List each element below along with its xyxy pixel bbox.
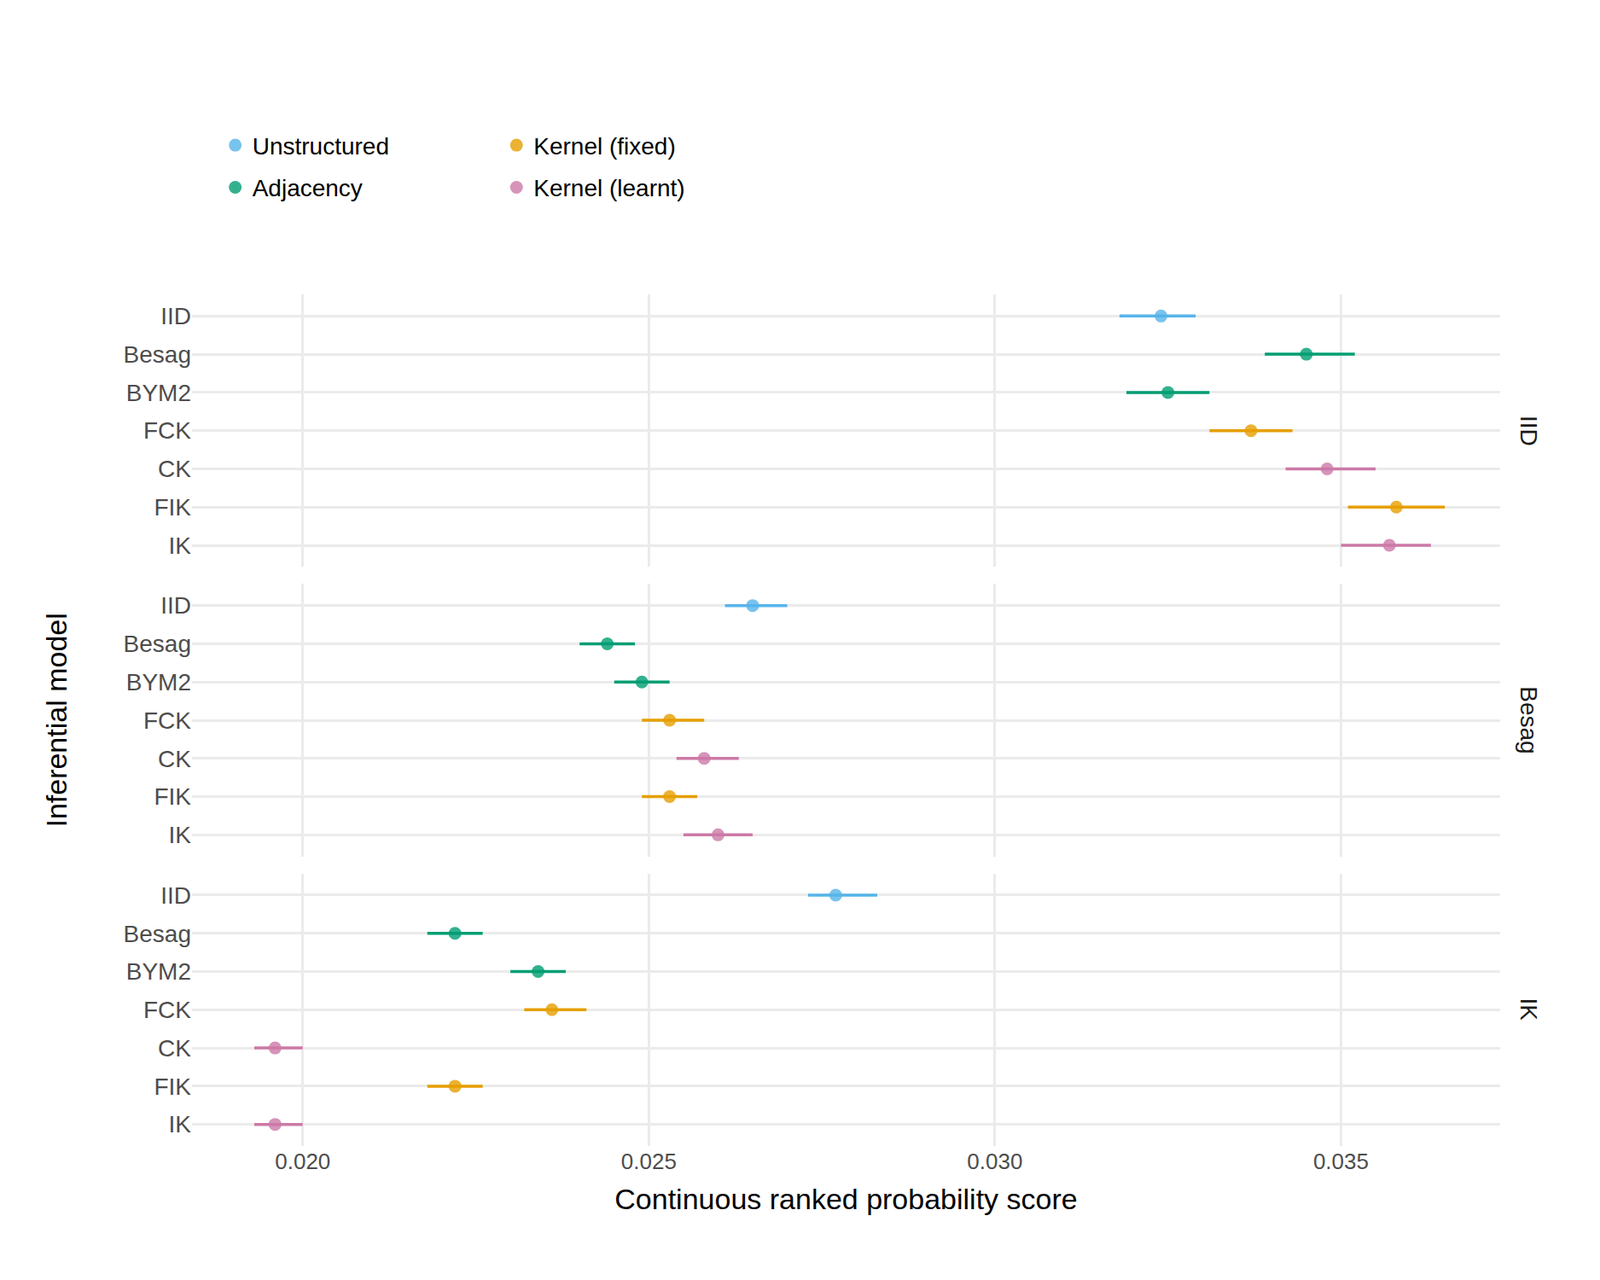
svg-text:IID: IID: [1515, 415, 1542, 447]
svg-text:CK: CK: [157, 1035, 192, 1062]
svg-text:BYM2: BYM2: [126, 958, 192, 985]
svg-text:Besag: Besag: [123, 920, 192, 948]
svg-text:IK: IK: [168, 532, 192, 559]
svg-text:Continuous ranked probability: Continuous ranked probability score: [614, 1182, 1077, 1216]
svg-text:Adjacency: Adjacency: [252, 174, 363, 202]
svg-text:Kernel (learnt): Kernel (learnt): [533, 174, 685, 202]
svg-text:Besag: Besag: [123, 341, 192, 368]
svg-text:Besag: Besag: [1515, 686, 1542, 754]
svg-text:Kernel (fixed): Kernel (fixed): [533, 133, 676, 160]
svg-text:IK: IK: [168, 1111, 192, 1138]
svg-text:Unstructured: Unstructured: [252, 133, 390, 160]
svg-text:FCK: FCK: [143, 996, 192, 1024]
svg-text:Besag: Besag: [123, 630, 192, 658]
svg-text:IID: IID: [160, 302, 192, 330]
svg-text:CK: CK: [157, 455, 192, 483]
svg-text:FCK: FCK: [143, 417, 192, 444]
svg-text:CK: CK: [157, 745, 192, 773]
svg-text:FIK: FIK: [153, 783, 192, 810]
svg-text:0.035: 0.035: [1313, 1148, 1369, 1175]
svg-text:BYM2: BYM2: [126, 669, 192, 696]
svg-text:FIK: FIK: [153, 1073, 192, 1100]
svg-text:IID: IID: [160, 592, 192, 619]
svg-text:0.020: 0.020: [274, 1148, 331, 1175]
svg-text:IID: IID: [160, 882, 192, 909]
svg-text:0.025: 0.025: [621, 1148, 677, 1175]
svg-text:0.030: 0.030: [966, 1148, 1023, 1175]
svg-text:BYM2: BYM2: [126, 379, 192, 407]
svg-text:IK: IK: [1515, 998, 1542, 1022]
svg-text:FCK: FCK: [143, 707, 192, 734]
svg-text:IK: IK: [168, 821, 192, 849]
svg-text:Inferential model: Inferential model: [40, 612, 73, 827]
svg-text:FIK: FIK: [153, 494, 192, 521]
